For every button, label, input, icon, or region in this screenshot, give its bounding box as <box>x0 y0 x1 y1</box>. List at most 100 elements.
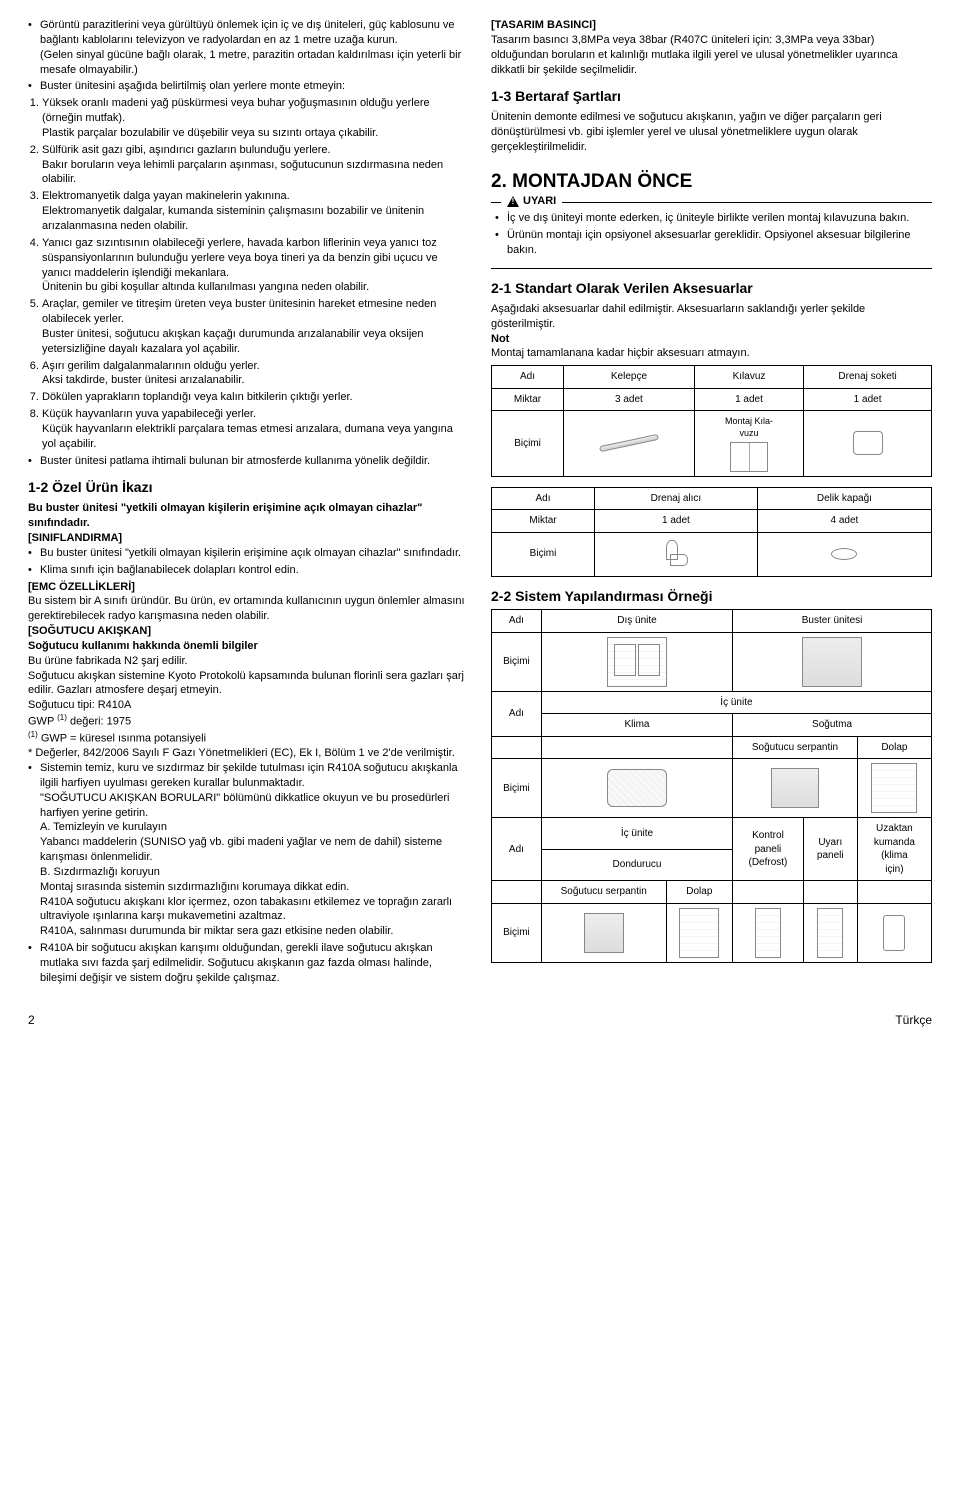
num-3: Elektromanyetik dalga yayan makinelerin … <box>42 189 469 234</box>
section-2-1-title: 2-1 Standart Olarak Verilen Aksesuarlar <box>491 279 932 298</box>
sys-blank3 <box>492 881 542 904</box>
after-num-bullet: Buster ünitesi patlama ihtimali bulunan … <box>28 454 469 469</box>
ref-t1: Soğutucu kullanımı hakkında önemli bilgi… <box>28 639 469 654</box>
sys-don: Dondurucu <box>541 849 732 881</box>
acc2-h0: Adı <box>492 487 595 510</box>
num-5: Araçlar, gemiler ve titreşim üreten veya… <box>42 297 469 356</box>
ref-t6: (1) GWP = küresel ısınma potansiyeli <box>28 730 469 747</box>
note: Not <box>491 332 932 347</box>
sys-bic-1: Biçimi <box>492 632 542 691</box>
num-8: Küçük hayvanların yuva yapabileceği yerl… <box>42 407 469 452</box>
acc2-h2: Delik kapağı <box>757 487 931 510</box>
sys-dolap-2: Dolap <box>666 881 733 904</box>
sys-shape-coil2 <box>541 903 666 962</box>
ref-t4: Soğutucu tipi: R410A <box>28 698 469 713</box>
accessories-table-2: Adı Drenaj alıcı Delik kapağı Miktar 1 a… <box>491 487 932 577</box>
acc1-h2: Kılavuz <box>694 366 803 389</box>
warn-b1: İç ve dış üniteyi monte ederken, iç ünit… <box>495 211 928 226</box>
sys-klima: Klima <box>541 714 732 737</box>
section-1-2-title: 1-2 Özel Ürün İkazı <box>28 478 469 497</box>
classif-b2: Klima sınıfı için bağlanabilecek dolapla… <box>28 563 469 578</box>
ref-t2: Bu ürüne fabrikada N2 şarj edilir. <box>28 654 469 669</box>
s12-lead: Bu buster ünitesi "yetkili olmayan kişil… <box>28 501 469 531</box>
sys-adi-2: Adı <box>492 691 542 736</box>
section-2-title: 2. MONTAJDAN ÖNCE <box>491 169 932 195</box>
acc2-h1: Drenaj alıcı <box>595 487 758 510</box>
acc1-shape-label: Biçimi <box>492 411 564 476</box>
classif-h: [SINIFLANDIRMA] <box>28 531 469 546</box>
sys-blank6 <box>857 881 931 904</box>
acc1-r1-2: 1 adet <box>694 388 803 411</box>
warning-icon <box>507 196 519 207</box>
sys-shape-panel2 <box>803 903 857 962</box>
acc1-r1-1: 3 adet <box>564 388 695 411</box>
sys-shape-cab <box>857 759 931 818</box>
sys-blank5 <box>803 881 857 904</box>
acc1-shape-clamp <box>564 411 695 476</box>
num-1: Yüksek oranlı madeni yağ püskürmesi veya… <box>42 96 469 141</box>
acc2-shape-label: Biçimi <box>492 532 595 576</box>
warning-box: UYARI İç ve dış üniteyi monte ederken, i… <box>491 202 932 269</box>
page-number: 2 <box>28 1012 35 1028</box>
num-4: Yanıcı gaz sızıntısının olabileceği yerl… <box>42 236 469 295</box>
intro-bullet-2: Buster ünitesini aşağıda belirtilmiş ola… <box>28 79 469 94</box>
sys-shape-coil <box>733 759 858 818</box>
num-6: Aşırı gerilim dalgalanmalarının olduğu y… <box>42 359 469 389</box>
acc1-r1-3: 1 adet <box>804 388 932 411</box>
sys-kp: Kontrol paneli (Defrost) <box>733 818 804 881</box>
acc2-shape-elbow <box>595 532 758 576</box>
acc1-r1-0: Miktar <box>492 388 564 411</box>
warning-label: UYARI <box>523 194 556 209</box>
acc2-r1-0: Miktar <box>492 510 595 533</box>
acc2-r1-2: 4 adet <box>757 510 931 533</box>
sys-ic-h: İç ünite <box>541 691 931 714</box>
sys-sog: Soğutma <box>733 714 932 737</box>
sys-shape-in1 <box>541 759 732 818</box>
ref-t3: Soğutucu akışkan sistemine Kyoto Protoko… <box>28 669 469 699</box>
design-t: Tasarım basıncı 3,8MPa veya 38bar (R407C… <box>491 33 932 78</box>
s21-t: Aşağıdaki aksesuarlar dahil edilmiştir. … <box>491 302 932 332</box>
sys-shape-outdoor <box>541 632 732 691</box>
design-h: [TASARIM BASINCI] <box>491 18 932 33</box>
accessories-table-1: Adı Kelepçe Kılavuz Drenaj soketi Miktar… <box>491 365 932 476</box>
sys-bic-2: Biçimi <box>492 759 542 818</box>
language-label: Türkçe <box>895 1012 932 1028</box>
acc1-h0: Adı <box>492 366 564 389</box>
acc1-shape-guide: Montaj Kıla- vuzu <box>694 411 803 476</box>
sys-up: Uyarı paneli <box>803 818 857 881</box>
section-2-2-title: 2-2 Sistem Yapılandırması Örneği <box>491 587 932 606</box>
system-table: Adı Dış ünite Buster ünitesi Biçimi Adı … <box>491 609 932 963</box>
ref-b1: Sistemin temiz, kuru ve sızdırmaz bir şe… <box>28 761 469 939</box>
sys-shape-buster <box>733 632 932 691</box>
sys-serp-2: Soğutucu serpantin <box>541 881 666 904</box>
ref-b2: R410A bir soğutucu akışkan karışımı oldu… <box>28 941 469 986</box>
sys-shape-panel1 <box>733 903 804 962</box>
sys-bic-3: Biçimi <box>492 903 542 962</box>
ref-h: [SOĞUTUCU AKIŞKAN] <box>28 624 469 639</box>
note-t: Montaj tamamlanana kadar hiçbir aksesuar… <box>491 346 932 361</box>
emc-h: [EMC ÖZELLİKLERİ] <box>28 580 469 595</box>
classif-b1: Bu buster ünitesi "yetkili olmayan kişil… <box>28 546 469 561</box>
intro-bullet-1: Görüntü parazitlerini veya gürültüyü önl… <box>28 18 469 77</box>
sys-ic-2: İç ünite <box>541 818 732 850</box>
acc1-h1: Kelepçe <box>564 366 695 389</box>
sys-blank2 <box>541 736 732 759</box>
num-7: Dökülen yaprakların toplandığı veya kalı… <box>42 390 469 405</box>
acc1-h3: Drenaj soketi <box>804 366 932 389</box>
sys-blank1 <box>492 736 542 759</box>
s13-t: Ünitenin demonte edilmesi ve soğutucu ak… <box>491 110 932 155</box>
sys-blank4 <box>733 881 804 904</box>
sys-r1-2: Buster ünitesi <box>733 610 932 633</box>
num-2: Sülfürik asit gazı gibi, aşındırıcı gazl… <box>42 143 469 188</box>
sys-r1-0: Adı <box>492 610 542 633</box>
emc-t: Bu sistem bir A sınıfı üründür. Bu ürün,… <box>28 594 469 624</box>
sys-dolap-1: Dolap <box>857 736 931 759</box>
sys-adi-3: Adı <box>492 818 542 881</box>
sys-shape-remote <box>857 903 931 962</box>
ref-t5: GWP (1) değeri: 1975 <box>28 713 469 730</box>
acc2-r1-1: 1 adet <box>595 510 758 533</box>
sys-r1-1: Dış ünite <box>541 610 732 633</box>
acc2-shape-ring <box>757 532 931 576</box>
sys-uk: Uzaktan kumanda (klima için) <box>857 818 931 881</box>
sys-serp-1: Soğutucu serpantin <box>733 736 858 759</box>
